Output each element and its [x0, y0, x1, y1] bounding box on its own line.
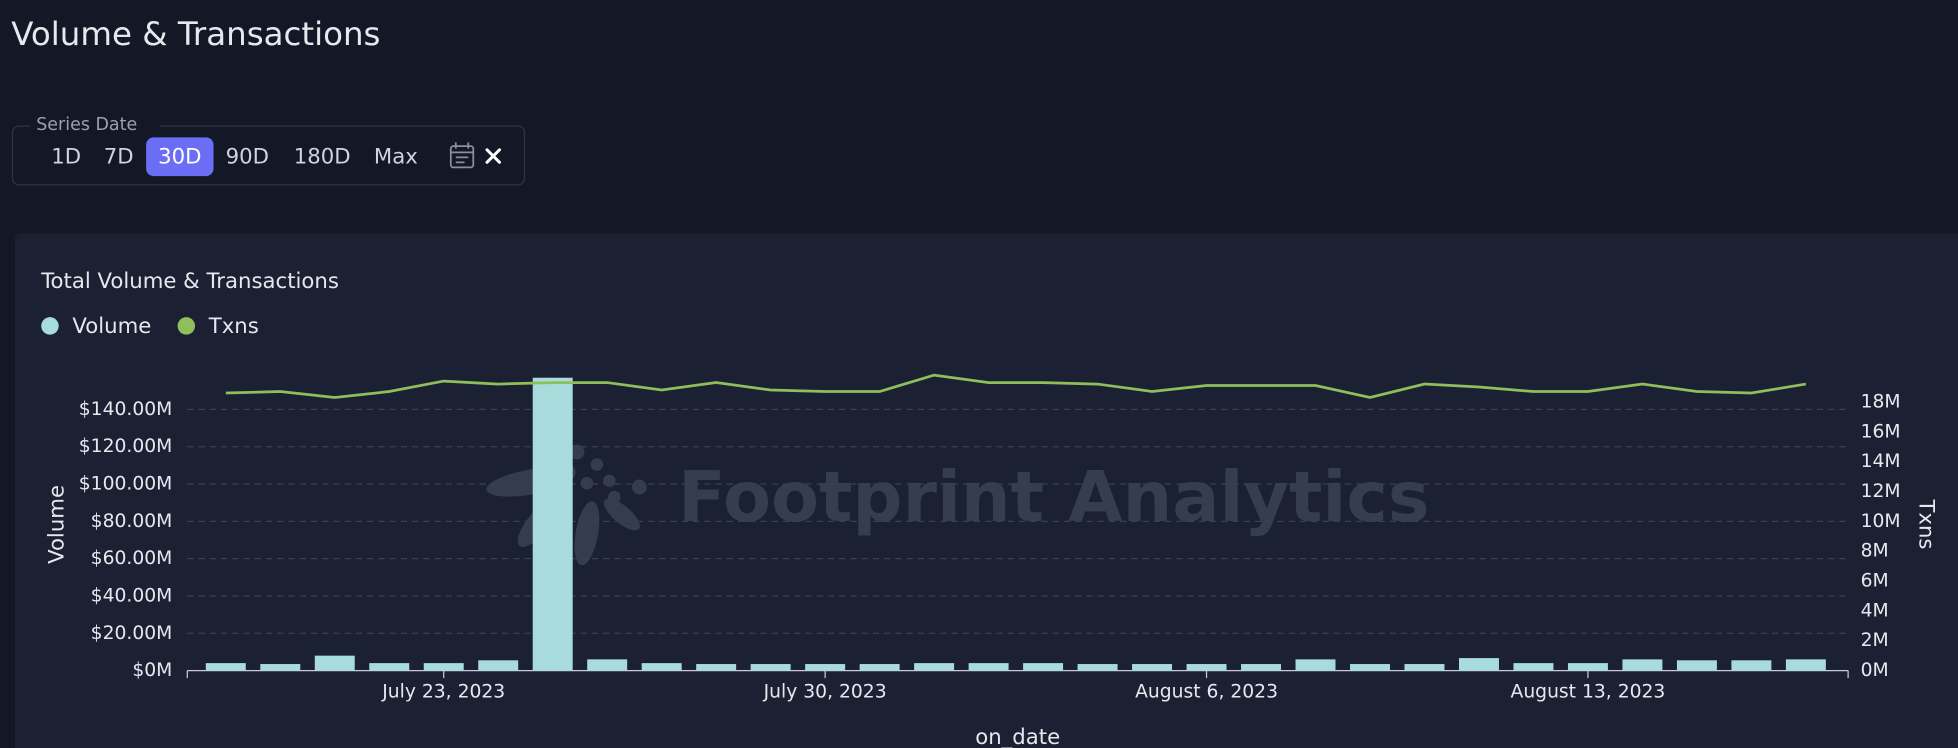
bar	[641, 663, 682, 671]
watermark-text: Footprint Analytics	[678, 457, 1429, 538]
y2-tick-label: 6M	[1861, 571, 1889, 592]
y2-tick-label: 12M	[1861, 481, 1901, 502]
clear-icon[interactable]	[485, 148, 501, 164]
filter-label-bg	[29, 114, 160, 135]
y2-tick-label: 14M	[1861, 451, 1901, 472]
y-tick-label: $120.00M	[79, 436, 173, 457]
bar	[369, 663, 410, 671]
bar	[532, 377, 573, 671]
bar	[696, 664, 737, 671]
y2-tick-label: 18M	[1861, 391, 1901, 412]
page-title: Volume & Transactions	[11, 15, 380, 53]
bar	[1023, 663, 1064, 671]
bar	[1676, 660, 1717, 671]
y2-tick-label: 16M	[1861, 421, 1901, 442]
filter-option-bg[interactable]	[146, 137, 214, 177]
bar	[423, 663, 464, 671]
bar	[750, 664, 791, 671]
x-tick-label: August 13, 2023	[1511, 681, 1666, 702]
bar	[1458, 658, 1499, 671]
filter-option[interactable]: 180D	[294, 144, 351, 169]
y2-axis-title: Txns	[1914, 498, 1939, 549]
filter-box	[11, 125, 526, 186]
x-tick-label: August 6, 2023	[1135, 681, 1278, 702]
x-tick-label: July 23, 2023	[381, 681, 505, 702]
chart-card	[14, 233, 1958, 748]
y-tick-label: $80.00M	[91, 511, 173, 532]
bar	[1404, 664, 1445, 671]
date-filter: Series Date	[11, 114, 526, 186]
filter-option[interactable]: 90D	[226, 144, 269, 169]
bar	[1295, 659, 1336, 671]
legend-label: Txns	[208, 314, 259, 339]
x-axis-title: on_date	[975, 725, 1060, 748]
bar	[478, 660, 519, 671]
bar	[1132, 664, 1173, 671]
bar	[1350, 664, 1390, 671]
chart-title: Total Volume & Transactions	[40, 269, 339, 294]
legend-marker	[41, 317, 59, 335]
y2-tick-label: 2M	[1861, 630, 1889, 651]
y-tick-label: $20.00M	[91, 623, 173, 644]
x-tick-label: July 30, 2023	[763, 681, 887, 702]
y-tick-label: $0M	[132, 660, 172, 681]
bar	[805, 664, 846, 671]
y2-tick-label: 10M	[1861, 511, 1901, 532]
bar	[260, 664, 301, 671]
filter-option[interactable]: Max	[374, 144, 418, 169]
line	[225, 373, 1807, 399]
bar	[1622, 659, 1663, 671]
bar	[1731, 660, 1772, 671]
y-tick-label: $40.00M	[91, 585, 173, 606]
legend-marker	[177, 317, 196, 335]
y-tick-label: $60.00M	[91, 548, 173, 569]
bar	[587, 659, 628, 671]
y-tick-label: $140.00M	[79, 399, 173, 420]
y2-tick-label: 0M	[1861, 660, 1889, 681]
bar	[1241, 664, 1282, 671]
bar	[1077, 664, 1118, 671]
y2-tick-label: 8M	[1861, 541, 1889, 562]
filter-option[interactable]: 1D	[51, 144, 81, 169]
bar	[914, 663, 955, 671]
bar	[205, 663, 246, 671]
y-axis-title: Volume	[44, 485, 69, 564]
y-tick-label: $100.00M	[79, 474, 173, 495]
bar	[1567, 663, 1608, 671]
filter-label: Series Date	[36, 115, 137, 135]
bar	[968, 663, 1009, 671]
filter-option[interactable]: 30D	[158, 144, 201, 169]
bar	[314, 655, 355, 671]
legend-label: Volume	[72, 314, 151, 339]
watermark	[486, 439, 647, 566]
bar	[859, 664, 900, 671]
bar	[1513, 663, 1554, 671]
y2-tick-label: 4M	[1861, 600, 1889, 621]
bar	[1186, 664, 1227, 671]
bar	[1785, 659, 1826, 671]
calendar-icon[interactable]	[449, 142, 475, 169]
filter-option[interactable]: 7D	[104, 144, 134, 169]
